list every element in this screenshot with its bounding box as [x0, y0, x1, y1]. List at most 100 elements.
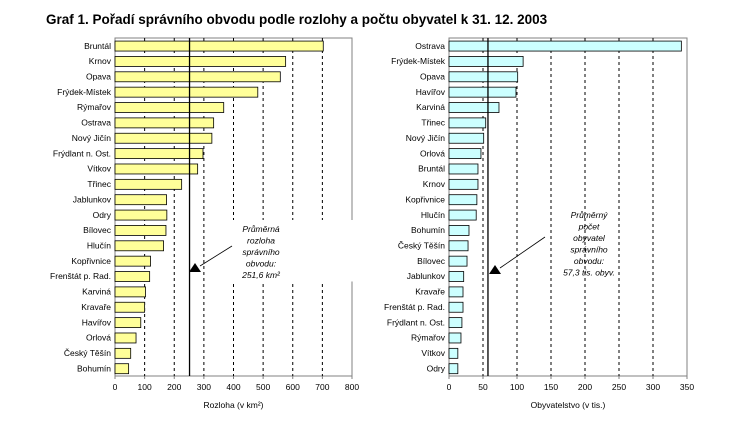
annotation-text: 251,6 km²: [241, 270, 281, 280]
category-label: Jablunkov: [73, 194, 112, 204]
x-tick-label: 100: [138, 382, 152, 392]
category-label: Hlučín: [87, 240, 111, 250]
category-label: Frenštát p. Rad.: [384, 302, 445, 312]
annotation-bg: [218, 220, 394, 282]
bar: [114, 347, 132, 359]
category-label: Nový Jičín: [72, 133, 111, 143]
bar: [114, 271, 151, 282]
category-label: Nový Jičín: [406, 133, 445, 143]
category-label: Ostrava: [81, 118, 111, 128]
bar: [114, 363, 130, 375]
category-label: Kravaře: [415, 287, 445, 297]
category-label: Bohumín: [411, 225, 445, 235]
annotation-arrow: [499, 236, 546, 269]
category-label: Vítkov: [87, 164, 111, 174]
bar: [448, 132, 485, 144]
x-tick-label: 50: [478, 382, 488, 392]
x-axis-label: Obyvatelstvo (v tis.): [531, 400, 606, 410]
annotation-arrow: [199, 245, 233, 267]
category-label: Frenštát p. Rad.: [50, 271, 111, 281]
bar: [114, 71, 281, 83]
bar: [114, 178, 183, 190]
category-label: Hlučín: [421, 210, 445, 220]
bar: [114, 255, 151, 267]
x-tick-label: 0: [113, 382, 118, 392]
bar: [448, 56, 524, 67]
bar: [448, 363, 459, 375]
bar: [114, 317, 142, 329]
annotation-text: správního: [570, 245, 608, 255]
category-label: Opava: [420, 71, 445, 81]
bar: [448, 255, 468, 267]
bar: [448, 148, 482, 160]
chart-population: 0 50 100 150 200 250 300 350 Ostrava Frýdek-Míste…: [384, 37, 694, 410]
x-tick-label: 250: [612, 382, 626, 392]
annotation-text: obvodu:: [246, 259, 277, 269]
x-tick-label: 350: [680, 382, 694, 392]
category-label: Rýmařov: [411, 333, 446, 343]
bar: [448, 194, 478, 206]
category-label: Orlová: [420, 148, 445, 158]
category-label: Frýdlant n. Ost.: [53, 148, 111, 158]
x-tick-label: 150: [544, 382, 558, 392]
bar: [114, 209, 168, 221]
x-tick-label: 700: [315, 382, 329, 392]
category-label: Krnov: [89, 56, 112, 66]
bar: [448, 71, 519, 83]
bar: [448, 317, 463, 329]
category-label: Karviná: [416, 102, 445, 112]
bar: [448, 117, 487, 129]
category-label: Opava: [86, 71, 111, 81]
x-tick-label: 400: [226, 382, 240, 392]
category-label: Frýdek-Místek: [57, 87, 112, 97]
bar: [448, 225, 470, 236]
mean-marker-icon: [489, 265, 501, 274]
annotation-text: obvodu:: [574, 256, 605, 266]
category-label: Havířov: [416, 87, 446, 97]
bar: [114, 194, 167, 206]
bar: [448, 286, 464, 298]
category-label: Havířov: [82, 317, 112, 327]
category-label: Orlová: [86, 333, 111, 343]
annotation-text: 57,3 tis. obyv.: [563, 268, 615, 278]
bar: [448, 178, 479, 190]
bar: [114, 148, 204, 160]
category-label: Bílovec: [417, 256, 446, 266]
x-tick-label: 300: [646, 382, 660, 392]
x-tick-label: 300: [197, 382, 211, 392]
category-label: Rýmařov: [77, 102, 112, 112]
bar: [448, 271, 465, 282]
bar: [448, 347, 459, 359]
x-tick-label: 500: [256, 382, 270, 392]
x-tick-label: 100: [510, 382, 524, 392]
bar: [448, 102, 500, 113]
x-tick-label: 200: [167, 382, 181, 392]
chart-area: 0 100 200 300 400 500 600 700 800 Bruntál Krnov Opa…: [50, 37, 394, 410]
bar: [448, 209, 477, 221]
category-label: Jablunkov: [407, 271, 446, 281]
category-label: Kravaře: [81, 302, 111, 312]
bar: [114, 225, 167, 236]
x-tick-label: 200: [578, 382, 592, 392]
category-label: Bruntál: [84, 41, 111, 51]
category-label: Kopřivnice: [71, 256, 111, 266]
category-label: Karviná: [82, 287, 111, 297]
bar: [448, 86, 517, 98]
annotation-text: Průměrný: [571, 210, 609, 220]
x-tick-label: 600: [286, 382, 300, 392]
bar: [114, 132, 213, 144]
category-label: Český Těšín: [64, 348, 111, 358]
bar: [448, 240, 469, 252]
bar: [114, 40, 324, 52]
bar: [114, 86, 259, 98]
category-label: Kopřivnice: [405, 194, 445, 204]
bar: [114, 117, 215, 129]
annotation-text: obyvatel: [573, 233, 606, 243]
annotation-text: správního: [242, 247, 280, 257]
category-label: Český Těšín: [398, 240, 445, 250]
bar: [114, 102, 225, 113]
annotation-text: Průměrná: [242, 224, 280, 234]
category-label: Bílovec: [83, 225, 112, 235]
x-tick-label: 0: [447, 382, 452, 392]
